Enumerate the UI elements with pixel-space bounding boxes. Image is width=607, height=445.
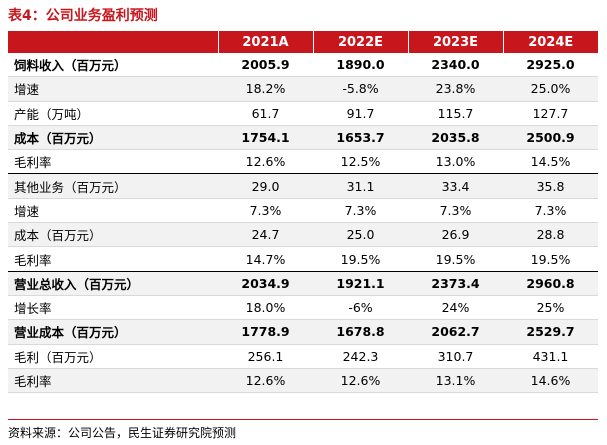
cell-value: 35.8	[503, 173, 598, 199]
cell-value: 127.7	[503, 101, 598, 126]
cell-value: 14.7%	[218, 246, 313, 272]
table-row: 毛利（百万元） 256.1 242.3 310.7 431.1	[8, 344, 598, 369]
cell-value: -6%	[313, 295, 408, 321]
cell-value: 25.0	[313, 222, 408, 248]
cell-value: 431.1	[503, 344, 598, 369]
cell-value: 2340.0	[408, 53, 503, 78]
cell-value: 2035.8	[408, 125, 503, 151]
cell-value: 18.2%	[218, 76, 313, 102]
cell-value: 7.3%	[313, 198, 408, 224]
row-label: 增长率	[8, 295, 218, 321]
table-row: 营业总收入（百万元） 2034.9 1921.1 2373.4 2960.8	[8, 271, 598, 296]
cell-value: 24.7	[218, 222, 313, 248]
cell-value: 12.5%	[313, 149, 408, 175]
cell-value: 23.8%	[408, 76, 503, 102]
table-title: 表4：公司业务盈利预测	[8, 8, 158, 24]
row-label: 毛利率	[8, 368, 218, 394]
cell-value: 310.7	[408, 344, 503, 369]
cell-value: 1653.7	[313, 125, 408, 151]
table-row: 成本（百万元） 1754.1 1653.7 2035.8 2500.9	[8, 125, 598, 151]
cell-value: 91.7	[313, 101, 408, 126]
source-note: 资料来源：公司公告，民生证券研究院预测	[8, 426, 237, 440]
header-cell-2022e: 2022E	[312, 31, 408, 53]
table-row: 成本（百万元） 24.7 25.0 26.9 28.8	[8, 222, 598, 248]
cell-value: 25.0%	[503, 76, 598, 102]
cell-value: 28.8	[503, 222, 598, 248]
row-label: 营业成本（百万元）	[8, 319, 218, 345]
cell-value: 2062.7	[408, 319, 503, 345]
cell-value: 2373.4	[408, 271, 503, 296]
cell-value: 24%	[408, 295, 503, 321]
cell-value: 115.7	[408, 101, 503, 126]
table-bottom-divider	[8, 419, 598, 420]
cell-value: 1778.9	[218, 319, 313, 345]
forecast-table: 2021A 2022E 2023E 2024E 饲料收入（百万元） 2005.9…	[8, 31, 598, 394]
cell-value: 18.0%	[218, 295, 313, 321]
row-label: 产能（万吨）	[8, 101, 218, 126]
cell-value: 1678.8	[313, 319, 408, 345]
row-label: 成本（百万元）	[8, 125, 218, 151]
row-label: 毛利率	[8, 246, 218, 272]
cell-value: 7.3%	[218, 198, 313, 224]
row-label: 增速	[8, 198, 218, 224]
cell-value: 2960.8	[503, 271, 598, 296]
table-row: 增速 7.3% 7.3% 7.3% 7.3%	[8, 198, 598, 224]
cell-value: 31.1	[313, 173, 408, 199]
cell-value: 256.1	[218, 344, 313, 369]
cell-value: -5.8%	[313, 76, 408, 102]
row-label: 营业总收入（百万元）	[8, 271, 218, 296]
table-row: 饲料收入（百万元） 2005.9 1890.0 2340.0 2925.0	[8, 53, 598, 78]
table-row: 营业成本（百万元） 1778.9 1678.8 2062.7 2529.7	[8, 319, 598, 345]
cell-value: 19.5%	[503, 246, 598, 272]
cell-value: 19.5%	[408, 246, 503, 272]
cell-value: 12.6%	[313, 368, 408, 394]
cell-value: 1890.0	[313, 53, 408, 78]
cell-value: 242.3	[313, 344, 408, 369]
cell-value: 13.1%	[408, 368, 503, 394]
cell-value: 2500.9	[503, 125, 598, 151]
cell-value: 29.0	[218, 173, 313, 199]
cell-value: 12.6%	[218, 149, 313, 175]
cell-value: 7.3%	[503, 198, 598, 224]
cell-value: 1921.1	[313, 271, 408, 296]
cell-value: 33.4	[408, 173, 503, 199]
table-row: 毛利率 12.6% 12.5% 13.0% 14.5%	[8, 149, 598, 175]
cell-value: 12.6%	[218, 368, 313, 394]
cell-value: 19.5%	[313, 246, 408, 272]
header-cell-2021a: 2021A	[217, 31, 313, 53]
row-label: 毛利（百万元）	[8, 344, 218, 369]
header-row: 2021A 2022E 2023E 2024E	[8, 31, 598, 53]
cell-value: 13.0%	[408, 149, 503, 175]
cell-value: 7.3%	[408, 198, 503, 224]
row-label: 成本（百万元）	[8, 222, 218, 248]
cell-value: 25%	[503, 295, 598, 321]
table-row: 增速 18.2% -5.8% 23.8% 25.0%	[8, 76, 598, 102]
row-label: 饲料收入（百万元）	[8, 53, 218, 78]
table-row: 增长率 18.0% -6% 24% 25%	[8, 295, 598, 321]
cell-value: 2005.9	[218, 53, 313, 78]
table-row: 其他业务（百万元） 29.0 31.1 33.4 35.8	[8, 173, 598, 199]
cell-value: 1754.1	[218, 125, 313, 151]
table-row: 毛利率 12.6% 12.6% 13.1% 14.6%	[8, 368, 598, 394]
table-row: 毛利率 14.7% 19.5% 19.5% 19.5%	[8, 246, 598, 272]
forecast-table-container: 2021A 2022E 2023E 2024E 饲料收入（百万元） 2005.9…	[8, 31, 598, 394]
table-row: 产能（万吨） 61.7 91.7 115.7 127.7	[8, 101, 598, 126]
row-label: 增速	[8, 76, 218, 102]
row-label: 其他业务（百万元）	[8, 173, 218, 199]
cell-value: 61.7	[218, 101, 313, 126]
cell-value: 2925.0	[503, 53, 598, 78]
cell-value: 26.9	[408, 222, 503, 248]
header-cell-2023e: 2023E	[407, 31, 503, 53]
cell-value: 2529.7	[503, 319, 598, 345]
cell-value: 14.6%	[503, 368, 598, 394]
cell-value: 2034.9	[218, 271, 313, 296]
header-cell-label	[8, 31, 218, 53]
header-cell-2024e: 2024E	[502, 31, 598, 53]
row-label: 毛利率	[8, 149, 218, 175]
cell-value: 14.5%	[503, 149, 598, 175]
